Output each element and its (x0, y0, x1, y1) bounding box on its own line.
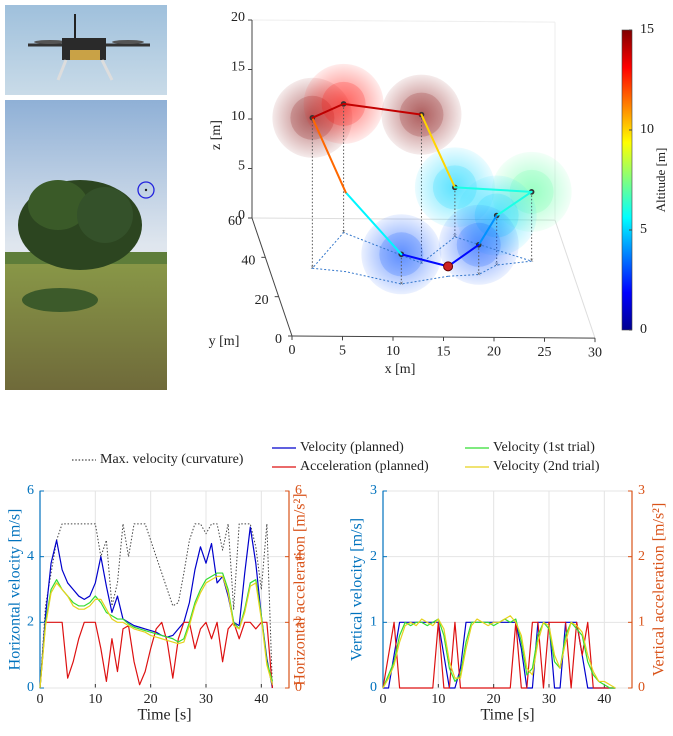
colorbar (622, 30, 632, 330)
colorbar-tick-label: 0 (640, 322, 647, 337)
y2-tick-label: 0 (638, 680, 645, 695)
x-tick-label: 20 (144, 692, 158, 707)
y-axis-label: Horizontal velocity [m/s] (7, 509, 24, 671)
waypoint-foot: × (529, 256, 534, 265)
x-tick-label: 30 (542, 692, 556, 707)
x-tick-label: 30 (588, 345, 602, 360)
waypoint-foot: × (310, 263, 315, 272)
x-tick-label: 40 (597, 692, 611, 707)
plot-area (383, 491, 632, 688)
x-axis-label: Time [s] (480, 707, 534, 724)
y-axis-label: Vertical velocity [m/s] (349, 518, 366, 661)
legend-label: Velocity (2nd trial) (493, 459, 600, 474)
legend-label: Velocity (1st trial) (493, 440, 595, 455)
z-tick-label: 15 (231, 60, 245, 75)
y-tick-label: 1 (370, 615, 377, 630)
legend-label: Max. velocity (curvature) (100, 452, 244, 467)
y-tick-label: 3 (370, 483, 377, 498)
y-tick-label: 0 (275, 332, 282, 347)
y-tick-label: 0 (27, 680, 34, 695)
y-tick-label: 6 (27, 483, 34, 498)
x-tick-label: 10 (386, 344, 400, 359)
plot-area (40, 491, 289, 688)
waypoint-foot: × (341, 227, 346, 236)
legend-label: Velocity (planned) (300, 440, 404, 455)
x-tick-label: 5 (339, 344, 346, 359)
y2-axis-label: Horizontal acceleration [m/s²] (292, 493, 309, 685)
x-tick-label: 25 (538, 345, 552, 360)
y-tick-label: 40 (241, 254, 255, 269)
y-tick-label: 20 (255, 293, 269, 308)
z-tick-label: 20 (231, 10, 245, 25)
colorbar-tick-label: 15 (640, 22, 654, 37)
y-tick-label: 4 (27, 549, 34, 564)
x-tick-label: 0 (289, 343, 296, 358)
colorbar-label: Altitude [m] (653, 148, 668, 213)
colorbar-tick-label: 10 (640, 122, 654, 137)
z-tick-label: 10 (231, 109, 245, 124)
z-axis-label: z [m] (209, 120, 224, 150)
y-tick-label: 2 (27, 615, 34, 630)
x-axis-label: x [m] (385, 362, 416, 377)
x-tick-label: 15 (437, 344, 451, 359)
start-point (444, 262, 453, 271)
y-axis-label: y [m] (209, 334, 240, 349)
z-tick-label: 5 (238, 159, 245, 174)
x-tick-label: 0 (37, 692, 44, 707)
box-edge (252, 20, 555, 22)
x-tick-label: 30 (199, 692, 213, 707)
legend-label: Acceleration (planned) (300, 459, 429, 474)
x-tick-label: 20 (487, 345, 501, 360)
photo-field (5, 100, 167, 390)
x-axis-label: Time [s] (137, 707, 191, 724)
y-tick-label: 2 (370, 549, 377, 564)
x-tick-label: 10 (88, 692, 102, 707)
x-tick-label: 0 (380, 692, 387, 707)
x-tick-label: 10 (431, 692, 445, 707)
y2-axis-label: Vertical acceleration [m/s²] (651, 503, 668, 677)
z-tick-label: 0 (238, 208, 245, 223)
y2-tick-label: 3 (638, 483, 645, 498)
y2-tick-label: 1 (638, 615, 645, 630)
x-tick-label: 40 (254, 692, 268, 707)
y2-tick-label: 2 (638, 549, 645, 564)
figure: 051015202530020406005101520x [m]y [m]z [… (0, 0, 673, 736)
photo-drone (5, 5, 167, 95)
colorbar-tick-label: 5 (640, 222, 647, 237)
y-tick-label: 0 (370, 680, 377, 695)
box-edge (555, 220, 595, 338)
y-axis (252, 218, 292, 336)
x-tick-label: 20 (487, 692, 501, 707)
